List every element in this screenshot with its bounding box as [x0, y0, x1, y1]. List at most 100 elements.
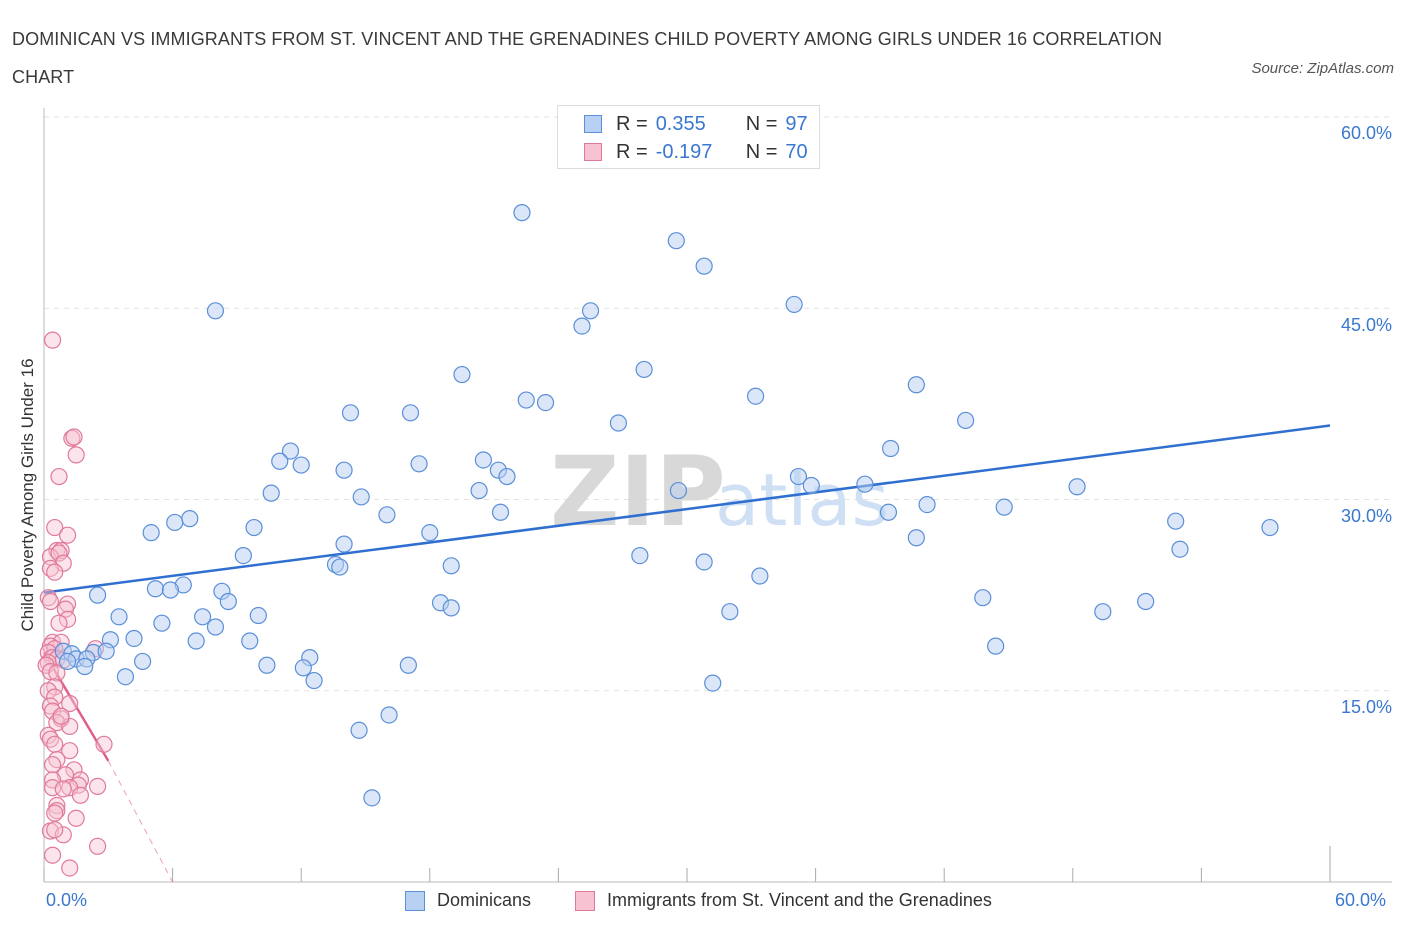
data-point-immigrants [88, 837, 107, 855]
data-point-immigrants [52, 707, 70, 725]
data-point-immigrants [41, 592, 60, 611]
data-point-dominicans [206, 302, 225, 320]
data-point-dominicans [241, 632, 259, 650]
data-point-immigrants [43, 756, 62, 774]
data-point-immigrants [46, 518, 64, 537]
data-point-dominicans [1094, 603, 1112, 621]
legend-swatch-pink [584, 143, 602, 161]
data-point-dominicans [907, 376, 925, 394]
legend-label-dominicans: Dominicans [437, 890, 532, 910]
data-point-dominicans [187, 632, 205, 650]
data-point-dominicans [695, 553, 713, 571]
axes [43, 108, 1392, 883]
data-point-dominicans [442, 557, 460, 575]
data-point-dominicans [987, 637, 1005, 655]
data-point-dominicans [789, 467, 808, 486]
legend-swatch-pink [575, 890, 595, 911]
data-point-immigrants [95, 735, 113, 753]
data-point-dominicans [292, 456, 310, 474]
data-point-dominicans [995, 498, 1013, 516]
y-tick-15: 15.0% [1340, 697, 1392, 717]
x-tick-60: 60.0% [1335, 890, 1387, 910]
data-point-dominicans [470, 481, 488, 500]
legend-row-dominicans: R = 0.355 N = 97 [584, 112, 808, 136]
data-point-dominicans [335, 535, 353, 553]
data-point-immigrants [46, 688, 64, 706]
data-point-dominicans [331, 558, 349, 576]
data-point-immigrants [65, 428, 83, 446]
data-point-dominicans [669, 481, 688, 500]
data-point-immigrants [46, 804, 64, 822]
bottom-legend-immigrants[interactable]: Immigrants from St. Vincent and the Gren… [575, 890, 992, 911]
data-point-dominicans [631, 546, 649, 565]
data-point-immigrants [48, 664, 66, 682]
data-point-dominicans [410, 455, 428, 473]
data-point-dominicans [856, 475, 874, 493]
data-point-immigrants [67, 809, 85, 827]
data-point-immigrants [56, 766, 75, 784]
data-point-dominicans [802, 476, 820, 495]
data-point-dominicans [97, 642, 115, 660]
data-point-dominicans [721, 603, 739, 621]
data-point-dominicans [271, 452, 289, 470]
data-point-immigrants [50, 614, 68, 632]
data-point-dominicans [667, 232, 685, 250]
data-point-dominicans [350, 721, 368, 739]
watermark-zip: ZIP [550, 436, 726, 548]
legend-swatch-blue [405, 890, 425, 911]
data-point-dominicans [498, 467, 516, 486]
data-point-immigrants [54, 554, 72, 572]
data-point-dominicans [88, 586, 107, 604]
data-point-dominicans [882, 439, 900, 458]
data-point-dominicans [352, 488, 370, 506]
trend-line-immigrants [42, 651, 110, 762]
legend-swatch-blue [584, 115, 602, 133]
data-point-immigrants [67, 446, 85, 464]
data-point-dominicans [609, 414, 628, 432]
source-label: Source: ZipAtlas.com [1251, 60, 1394, 77]
data-point-dominicans [974, 589, 992, 607]
data-point-dominicans [746, 387, 765, 405]
data-point-dominicans [116, 668, 135, 686]
data-point-dominicans [1137, 592, 1155, 611]
data-point-immigrants [50, 544, 68, 562]
data-point-dominicans [153, 614, 171, 632]
data-point-immigrants [52, 541, 70, 560]
data-point-immigrants [61, 742, 79, 760]
data-point-dominicans [234, 546, 252, 565]
data-point-dominicans [76, 657, 94, 676]
data-point-dominicans [58, 652, 77, 671]
data-point-dominicans [536, 394, 555, 412]
legend-n-value: 97 [785, 112, 808, 135]
data-point-dominicans [110, 608, 128, 626]
data-point-immigrants [71, 786, 90, 804]
bottom-legend-dominicans[interactable]: Dominicans [405, 890, 531, 911]
data-point-dominicans [785, 295, 803, 314]
data-point-dominicans [879, 503, 898, 521]
legend-box: R = 0.355 N = 97 R = -0.197 N = 70 [557, 105, 820, 169]
data-point-dominicans [305, 671, 323, 690]
data-point-dominicans [380, 706, 398, 724]
data-point-immigrants [54, 780, 72, 798]
data-point-dominicans [399, 656, 417, 674]
data-point-dominicans [378, 506, 396, 524]
legend-r-value: 0.355 [655, 112, 706, 135]
data-point-dominicans [907, 529, 925, 547]
data-point-dominicans [219, 592, 237, 611]
chart-title: DOMINICAN VS IMMIGRANTS FROM ST. VINCENT… [12, 29, 1163, 87]
data-point-dominicans [751, 567, 769, 585]
data-point-dominicans [573, 317, 591, 335]
data-point-dominicans [1171, 540, 1189, 558]
data-point-dominicans [249, 606, 267, 625]
bottom-legend: Dominicans Immigrants from St. Vincent a… [0, 888, 1406, 918]
data-point-dominicans [1167, 512, 1185, 530]
data-point-dominicans [146, 580, 165, 598]
legend-r-value: -0.197 [655, 140, 713, 163]
data-point-dominicans [161, 581, 180, 599]
data-point-immigrants [46, 563, 64, 581]
data-point-immigrants [54, 826, 72, 844]
data-point-dominicans [442, 599, 460, 617]
x-tick-0: 0.0% [46, 890, 88, 910]
data-point-dominicans [281, 442, 300, 460]
data-point-dominicans [363, 789, 381, 807]
